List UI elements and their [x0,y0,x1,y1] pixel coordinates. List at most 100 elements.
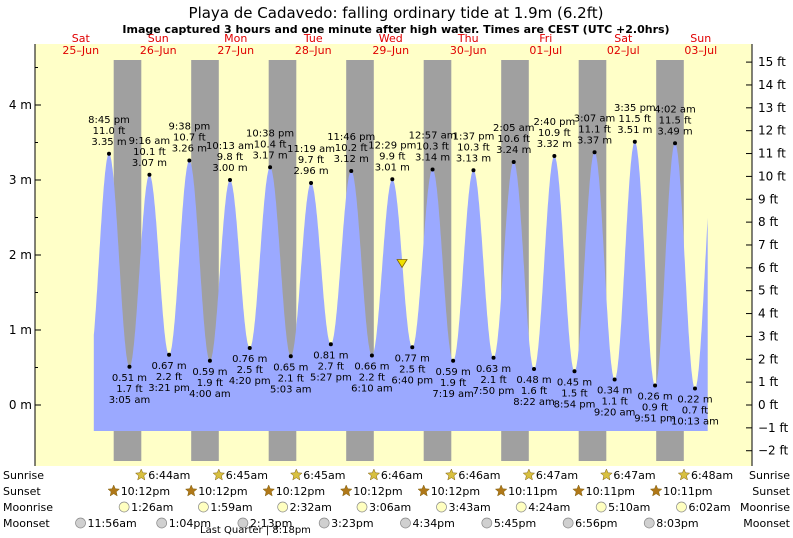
tide-time: 9:51 pm [634,414,676,425]
day-date: 30–Jun [450,44,487,57]
tide-height-ft: 11.5 ft [618,114,651,125]
current-tide-triangle [396,259,408,269]
day-name: Wed [379,32,403,45]
sun-star-icon [184,484,198,497]
sun-star-icon [677,468,691,481]
tide-height-ft: 10.7 ft [173,133,206,144]
sunset-time: 10:12pm [431,485,480,498]
moonrise-time: 3:06am [369,501,411,514]
tide-point [410,345,415,350]
tide-height-m: 3.13 m [456,153,491,164]
day-name: Sun [690,32,711,45]
moon-icon [481,517,493,529]
tide-point [451,358,456,363]
tide-point [471,168,476,173]
sunset-time: 10:11pm [586,485,635,498]
day-labels: Sat25–JunSun26–JunMon27–JunTue28–JunWed2… [62,32,717,57]
sunset-time: 10:12pm [121,485,170,498]
day-date: 03–Jul [684,44,717,57]
tide-height-ft: 9.9 ft [379,151,405,162]
tide-height-ft: 9.7 ft [298,155,324,166]
tide-height-ft: 11.5 ft [659,115,692,126]
sunrise-time: 6:47am [613,469,655,482]
moon-icon [400,517,411,529]
tide-height-ft: 11.0 ft [93,126,126,137]
sunrise-time: 6:46am [381,469,423,482]
tide-point [430,167,435,172]
row-label-right: Sunrise [749,469,790,482]
tide-height-ft: 10.1 ft [133,147,166,158]
sunset-time: 10:12pm [276,485,325,498]
tide-height-ft: 0.9 ft [642,403,668,414]
moonrise-time: 5:10am [608,501,650,514]
tide-point [147,172,152,177]
day-name: Fri [539,32,552,45]
moon-icon [156,517,168,529]
row-label-right: Moonset [743,517,790,530]
moonrise-time: 1:26am [131,501,173,514]
y2-tick-label: −1 ft [758,421,789,435]
tide-time: 1:37 pm [453,131,495,142]
tide-time: 9:38 pm [168,122,210,133]
tide-height-m: 3.00 m [212,163,247,174]
tide-height-ft: 2.2 ft [156,372,182,383]
tide-time: 11:19 am [287,144,335,155]
moonset-time: 1:04pm [169,517,211,530]
y2-tick-label: 12 ft [758,124,786,138]
row-label-left: Moonset [3,517,50,530]
tide-time: 8:45 pm [88,115,130,126]
sun-moon-table: Sunrise Sunrise Sunset Sunset Moonrise Moonri… [3,468,791,536]
tide-height-m: 0.48 m [516,375,551,386]
tide-point [532,367,537,371]
tide-height-m: 3.24 m [496,145,531,156]
sun-star-icon [339,484,353,497]
row-label-right: Sunset [752,485,790,498]
tide-height-m: 3.17 m [252,150,287,161]
moon-icon [515,501,527,513]
moon-icon [75,517,86,529]
tide-height-ft: 11.1 ft [578,124,611,135]
moonset-time: 4:34pm [412,517,454,530]
row-label-left: Sunset [3,485,41,498]
tide-height-ft: 10.2 ft [335,143,368,154]
moon-icon [118,501,130,513]
tide-point [107,151,112,156]
tide-height-m: 0.67 m [151,361,186,372]
tide-height-m: 3.01 m [375,162,410,173]
day-date: 29–Jun [372,44,409,57]
tide-point [692,386,697,391]
tide-height-m: 0.51 m [112,373,147,384]
tide-point [268,165,273,170]
tide-curve [93,141,708,432]
sun-star-icon [289,468,303,481]
moon-icon [562,517,574,529]
sunrise-time: 6:45am [226,469,268,482]
tide-time: 9:16 am [129,136,171,147]
tide-height-m: 0.81 m [313,350,348,361]
y-tick-label: 1 m [9,323,32,337]
tide-point [349,169,354,173]
tide-height-m: 3.49 m [657,126,692,137]
current-tide-marker [396,259,408,269]
chart-subtitle: Image captured 3 hours and one minute af… [122,23,669,36]
tide-point [227,178,232,182]
day-name: Thu [457,32,479,45]
y-tick-label: 0 m [9,398,32,412]
sun-star-icon [134,468,148,481]
sun-star-icon [417,484,431,497]
tide-height-m: 0.45 m [557,377,592,388]
tide-point [207,358,212,363]
moonset-time: 8:03pm [656,517,698,530]
tide-height-m: 0.76 m [232,354,267,365]
tide-point [632,139,637,144]
moonset-time: 6:56pm [575,517,617,530]
tide-height-ft: 2.2 ft [359,373,385,384]
day-name: Sat [614,32,633,45]
tide-height-m: 3.51 m [617,125,652,136]
sun-star-icon [494,484,508,497]
tide-time: 2:05 am [493,123,535,134]
moonset-time: 3:23pm [331,517,373,530]
moon-icon [237,517,249,529]
tide-height-m: 0.65 m [273,362,308,373]
tide-height-m: 3.07 m [132,158,167,169]
